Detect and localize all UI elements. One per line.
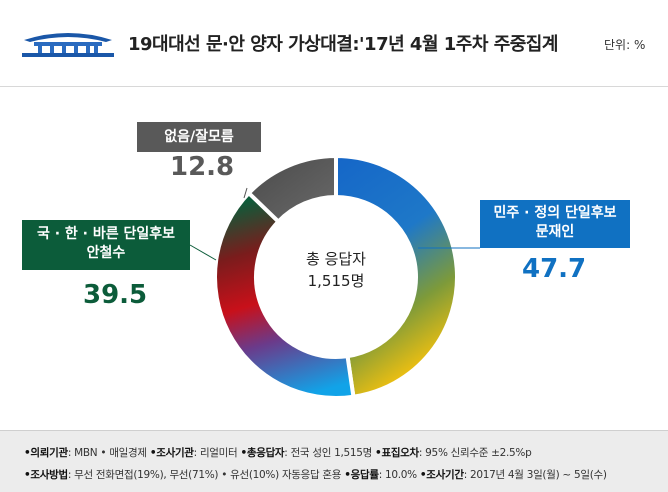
footer1-label-2: •총응답자: [240, 447, 285, 459]
footer1-label-1: •조사기관: [149, 447, 194, 459]
slice-label-none-line1: 없음/잘모름: [164, 129, 234, 145]
slice-ahn: [213, 190, 356, 400]
footer1-text-0: : MBN • 매일경제: [67, 447, 150, 459]
footer2-label-1: •응답률: [344, 469, 379, 481]
center-label-line1: 총 응답자: [306, 250, 366, 268]
footer1-text-1: : 리얼미터: [193, 447, 241, 459]
footer2-text-1: : 10.0%: [378, 469, 420, 481]
slice-label-moon-line2: 문재인: [535, 224, 575, 240]
slice-label-ahn-line1: 국 · 한 · 바른 단일후보: [36, 226, 176, 242]
center-label-line2: 1,515명: [307, 272, 365, 290]
center-label: 총 응답자 1,515명: [276, 248, 396, 292]
footer1-label-0: •의뢰기관: [24, 447, 68, 459]
slice-label-ahn-line2: 안철수: [86, 245, 126, 261]
unit-label: 단위: %: [604, 38, 646, 52]
footer2-label-0: •조사방법: [24, 469, 68, 481]
footer2-text-2: : 2017년 4월 3일(월) ~ 5일(수): [463, 469, 607, 481]
header: 19대대선 문·안 양자 가상대결:'17년 4월 1주차 주중집계 단위: %: [0, 0, 668, 87]
slice-moon: [334, 153, 460, 400]
leader-line-none: [243, 187, 248, 199]
footer: •의뢰기관: MBN • 매일경제 •조사기관: 리얼미터 •총응답자: 전국 …: [0, 430, 668, 492]
page-title: 19대대선 문·안 양자 가상대결:'17년 4월 1주차 주중집계: [128, 34, 558, 55]
blue-house-icon: [22, 33, 114, 57]
footer2-text-0: : 무선 전화면접(19%), 무선(71%) • 유선(10%) 자동응답 혼…: [67, 469, 345, 481]
footer-line-2: •조사방법: 무선 전화면접(19%), 무선(71%) • 유선(10%) 자…: [24, 467, 607, 482]
slice-none: [246, 153, 338, 225]
slice-label-moon-line1: 민주 · 정의 단일후보: [493, 205, 617, 221]
slice-label-none: 없음/잘모름: [137, 122, 261, 152]
footer1-label-3: •표집오차: [375, 447, 419, 459]
footer1-text-2: : 전국 성인 1,515명: [284, 447, 376, 459]
slice-label-ahn: 국 · 한 · 바른 단일후보 안철수: [22, 220, 190, 270]
value-label-ahn: 39.5: [83, 280, 148, 310]
value-label-none: 12.8: [170, 152, 235, 182]
donut-chart: [189, 153, 480, 400]
footer2-label-2: •조사기간: [419, 469, 464, 481]
leader-line-ahn: [189, 244, 217, 261]
footer-line-1: •의뢰기관: MBN • 매일경제 •조사기관: 리얼미터 •총응답자: 전국 …: [24, 445, 532, 460]
footer1-text-3: : 95% 신뢰수준 ±2.5%p: [418, 447, 532, 459]
slice-label-moon: 민주 · 정의 단일후보 문재인: [480, 200, 630, 248]
value-label-moon: 47.7: [522, 254, 587, 284]
